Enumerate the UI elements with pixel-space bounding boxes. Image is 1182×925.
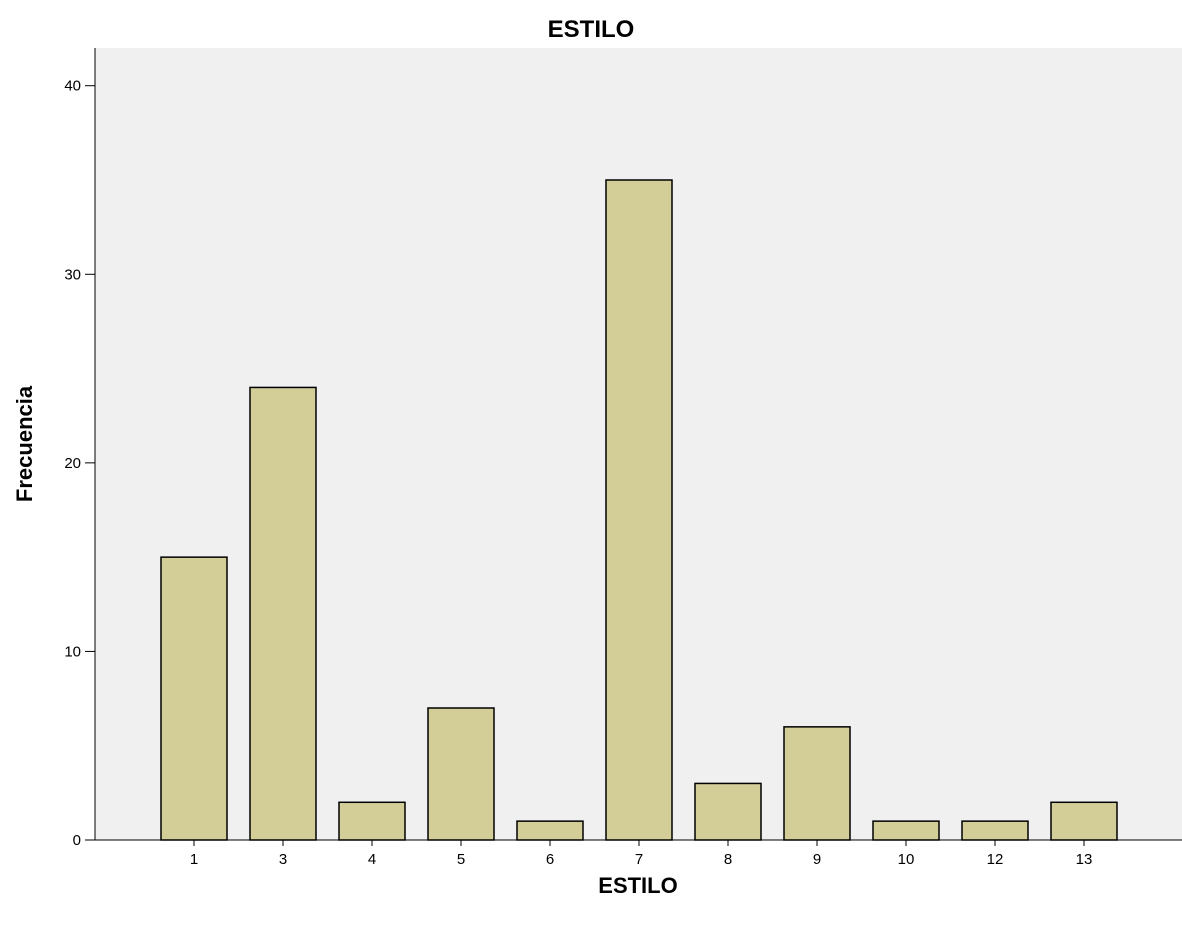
- bars: [160, 179, 1118, 841]
- bar-12: [961, 820, 1029, 841]
- x-tick-label-4: 4: [368, 851, 376, 868]
- y-axis-label: Frecuencia: [12, 385, 37, 502]
- y-tick-label-10: 10: [64, 643, 81, 660]
- y-tick-label-40: 40: [64, 78, 81, 95]
- x-axis-label: ESTILO: [598, 873, 677, 898]
- x-tick-label-9: 9: [813, 851, 821, 868]
- y-tick-label-30: 30: [64, 266, 81, 283]
- y-tick-label-20: 20: [64, 455, 81, 472]
- bar-6: [516, 820, 584, 841]
- y-axis-ticks: 0 10 20 30 40: [64, 78, 95, 849]
- bar-10: [872, 820, 940, 841]
- bar-4: [338, 801, 406, 841]
- bar-3: [249, 386, 317, 841]
- x-tick-label-1: 1: [190, 851, 198, 868]
- x-axis-ticks: 1 3 4 5 6 7 8 9 10 12 13: [190, 840, 1093, 868]
- x-tick-label-8: 8: [724, 851, 732, 868]
- bar-1: [160, 556, 228, 841]
- bar-8: [694, 782, 762, 841]
- chart-title: ESTILO: [548, 16, 635, 43]
- x-tick-label-3: 3: [279, 851, 287, 868]
- x-tick-label-5: 5: [457, 851, 465, 868]
- bar-7: [605, 179, 673, 841]
- x-tick-label-7: 7: [635, 851, 643, 868]
- x-tick-label-6: 6: [546, 851, 554, 868]
- x-tick-label-10: 10: [898, 851, 915, 868]
- bar-13: [1050, 801, 1118, 841]
- bar-5: [427, 707, 495, 841]
- x-tick-label-13: 13: [1076, 851, 1093, 868]
- x-tick-label-12: 12: [987, 851, 1004, 868]
- y-tick-label-0: 0: [73, 832, 81, 849]
- bar-9: [783, 726, 851, 841]
